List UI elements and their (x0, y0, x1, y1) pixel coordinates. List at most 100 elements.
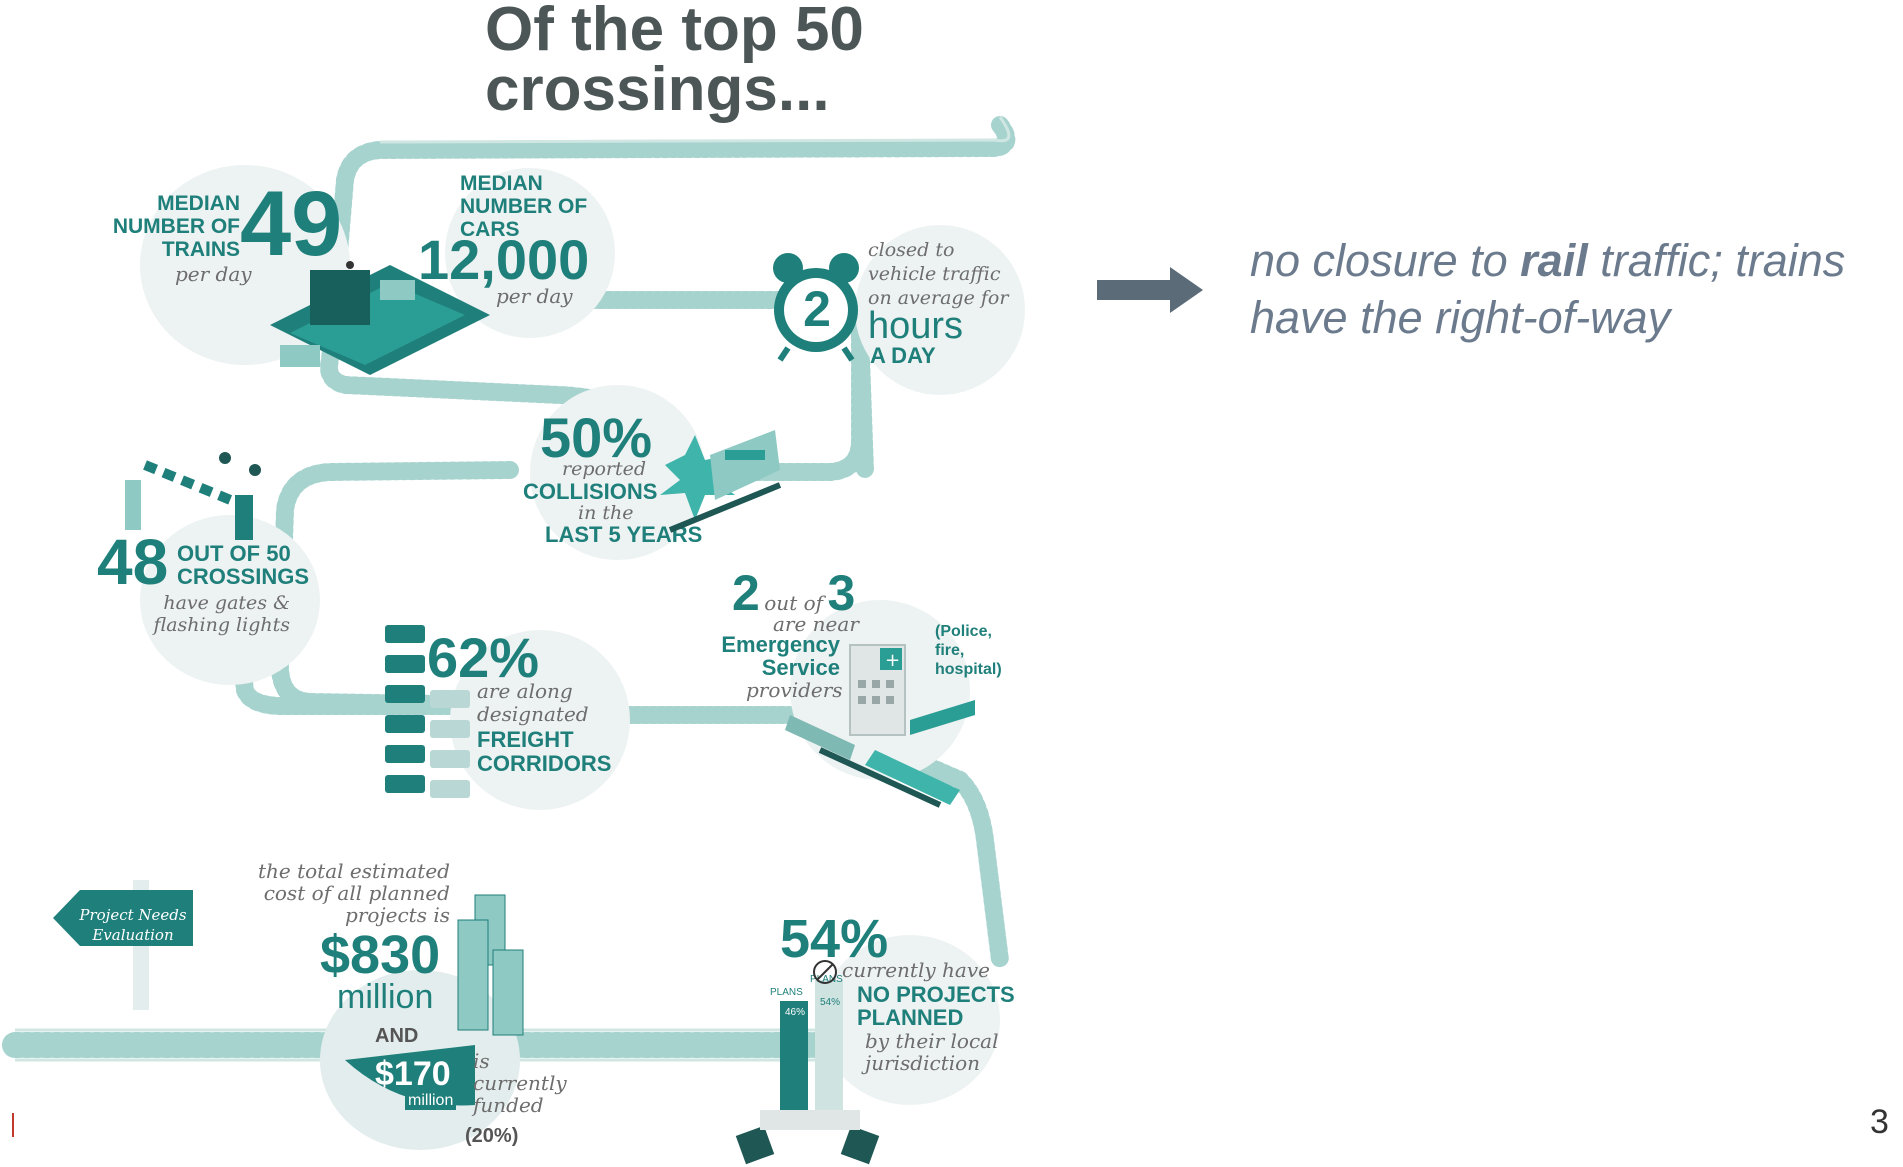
freight-circle (450, 630, 630, 810)
crossing-illustration (270, 261, 490, 375)
callout-line-2: have the right-of-way (1250, 292, 1671, 343)
cost-and: AND (375, 1025, 419, 1047)
freight-value: 62% (427, 626, 540, 689)
plans-label: NO PROJECTS PLANNED (857, 983, 1015, 1029)
closure-value: 2 (803, 281, 831, 337)
cars-label-line-3: CARS (460, 218, 520, 241)
gates-text-line-2: flashing lights (153, 614, 290, 636)
closure-text-line-3: on average for (868, 287, 1009, 309)
plans-bar-b-label: PLANS (810, 974, 843, 985)
emergency-note-line-1: (Police, (935, 623, 992, 640)
collisions-value: 50% (540, 406, 653, 469)
freight-text-line-2: designated (477, 702, 589, 726)
money-stack-icon (457, 894, 524, 1036)
page-number: 3 (1870, 1103, 1889, 1141)
emergency-out-of: out of (764, 591, 824, 615)
callout-emphasis: rail (1520, 235, 1588, 286)
emergency-label-line-2: Service (761, 655, 840, 680)
no-plans-icon (813, 960, 837, 984)
page-title: Of the top 50 crossings... (485, 0, 1045, 124)
gates-label: OUT OF 50 CROSSINGS (177, 542, 309, 588)
gates-label-line-2: CROSSINGS (177, 564, 310, 589)
cost-funded-text-line-1: is (473, 1049, 490, 1073)
emergency-are-near: are near (773, 612, 859, 636)
callout-suffix: traffic; trains (1587, 235, 1846, 286)
cost-funded-pct: (20%) (465, 1125, 519, 1147)
emergency-value-a: 2 (732, 565, 760, 621)
gates-text: have gates & flashing lights (140, 592, 290, 636)
trains-label-line-3: TRAINS (161, 238, 240, 261)
cost-total-unit: million (337, 978, 434, 1016)
emergency-label: Emergency Service (720, 633, 840, 679)
freight-label-line-1: FREIGHT (477, 727, 574, 752)
plans-text-line-1: by their local (865, 1029, 999, 1053)
cost-intro: the total estimated cost of all planned … (255, 860, 450, 926)
gates-circle (140, 515, 320, 685)
cars-unit: per day (496, 284, 573, 308)
cost-intro-line-1: the total estimated (257, 859, 450, 883)
trains-label-line-2: NUMBER OF (112, 215, 240, 238)
sign-line-2: Evaluation (92, 926, 174, 944)
emergency-ratio: 2 out of 3 (732, 568, 855, 618)
cars-value: 12,000 (418, 228, 590, 291)
svg-text:+: + (885, 650, 900, 671)
emergency-note: (Police, fire, hospital) (935, 622, 1002, 679)
cost-intro-line-2: cost of all planned (263, 881, 450, 905)
closure-unit: hours (868, 305, 964, 347)
gates-text-line-1: have gates & (163, 592, 290, 614)
plans-bar-b (815, 980, 843, 1120)
emergency-note-line-2: fire, (935, 642, 965, 659)
callout-text: no closure to rail traffic; trains have … (1250, 232, 1845, 346)
freight-label-line-2: CORRIDORS (477, 751, 612, 776)
cars-label-line-1: MEDIAN (460, 172, 543, 195)
gates-value: 48 (97, 526, 169, 598)
collisions-line-1: reported (562, 458, 647, 480)
trains-label: MEDIAN NUMBER OF TRAINS (110, 192, 240, 261)
collisions-line-3: in the (578, 502, 634, 524)
left-marker (12, 1113, 14, 1137)
right-arrow-icon (1097, 267, 1203, 313)
crossing-gate-icon (125, 452, 261, 540)
plans-value: 54% (780, 909, 889, 969)
closure-circle (855, 225, 1025, 395)
closure-text: closed to vehicle traffic on average for (868, 238, 1008, 310)
trains-unit: per day (175, 262, 252, 286)
title-line-1: Of the top 50 (485, 0, 864, 64)
freight-text-line-1: are along (477, 679, 573, 703)
cars-label: MEDIAN NUMBER OF CARS (460, 172, 587, 241)
closure-text-line-2: vehicle traffic (868, 263, 1001, 285)
cost-funded-text: is currently funded (473, 1050, 567, 1116)
cost-funded-text-line-3: funded (473, 1093, 544, 1117)
emergency-note-line-3: hospital) (935, 661, 1002, 678)
freight-trucks-icon (385, 625, 470, 798)
signpost-icon (53, 880, 193, 1010)
plans-text-line-2: jurisdiction (865, 1051, 981, 1075)
plans-circle (820, 935, 1000, 1105)
cost-total: $830 (320, 925, 441, 985)
project-needs-sign: Project Needs Evaluation (78, 905, 188, 945)
freight-label: FREIGHT CORRIDORS (477, 728, 611, 776)
alarm-clock-icon (773, 253, 859, 362)
cost-funded-unit: million (405, 1092, 457, 1110)
cost-funded-text-line-2: currently (473, 1071, 567, 1095)
plans-bar-a-label: PLANS (770, 987, 803, 998)
gates-label-line-1: OUT OF 50 (177, 541, 291, 566)
plans-bars: PLANS 46% PLANS 54% (735, 960, 880, 1165)
trains-value: 49 (240, 173, 343, 275)
plans-label-line-2: PLANNED (857, 1005, 964, 1030)
plans-text: by their local jurisdiction (865, 1030, 999, 1074)
cost-funded: $170 (375, 1055, 451, 1093)
cars-label-line-2: NUMBER OF (460, 195, 588, 218)
sign-line-1: Project Needs (79, 906, 187, 924)
train-collision-icon (660, 430, 782, 533)
title-line-2: crossings... (485, 55, 830, 124)
plans-line-1: currently have (842, 958, 990, 982)
freight-text: are along designated (477, 680, 589, 726)
callout-prefix: no closure to (1250, 235, 1521, 286)
closure-text-line-1: closed to (868, 239, 955, 261)
cost-intro-line-3: projects is (345, 903, 450, 927)
emergency-label-line-1: Emergency (721, 632, 840, 657)
hospital-train-icon: + (785, 644, 975, 808)
trains-label-line-1: MEDIAN (157, 192, 240, 215)
emergency-providers: providers (746, 678, 843, 702)
